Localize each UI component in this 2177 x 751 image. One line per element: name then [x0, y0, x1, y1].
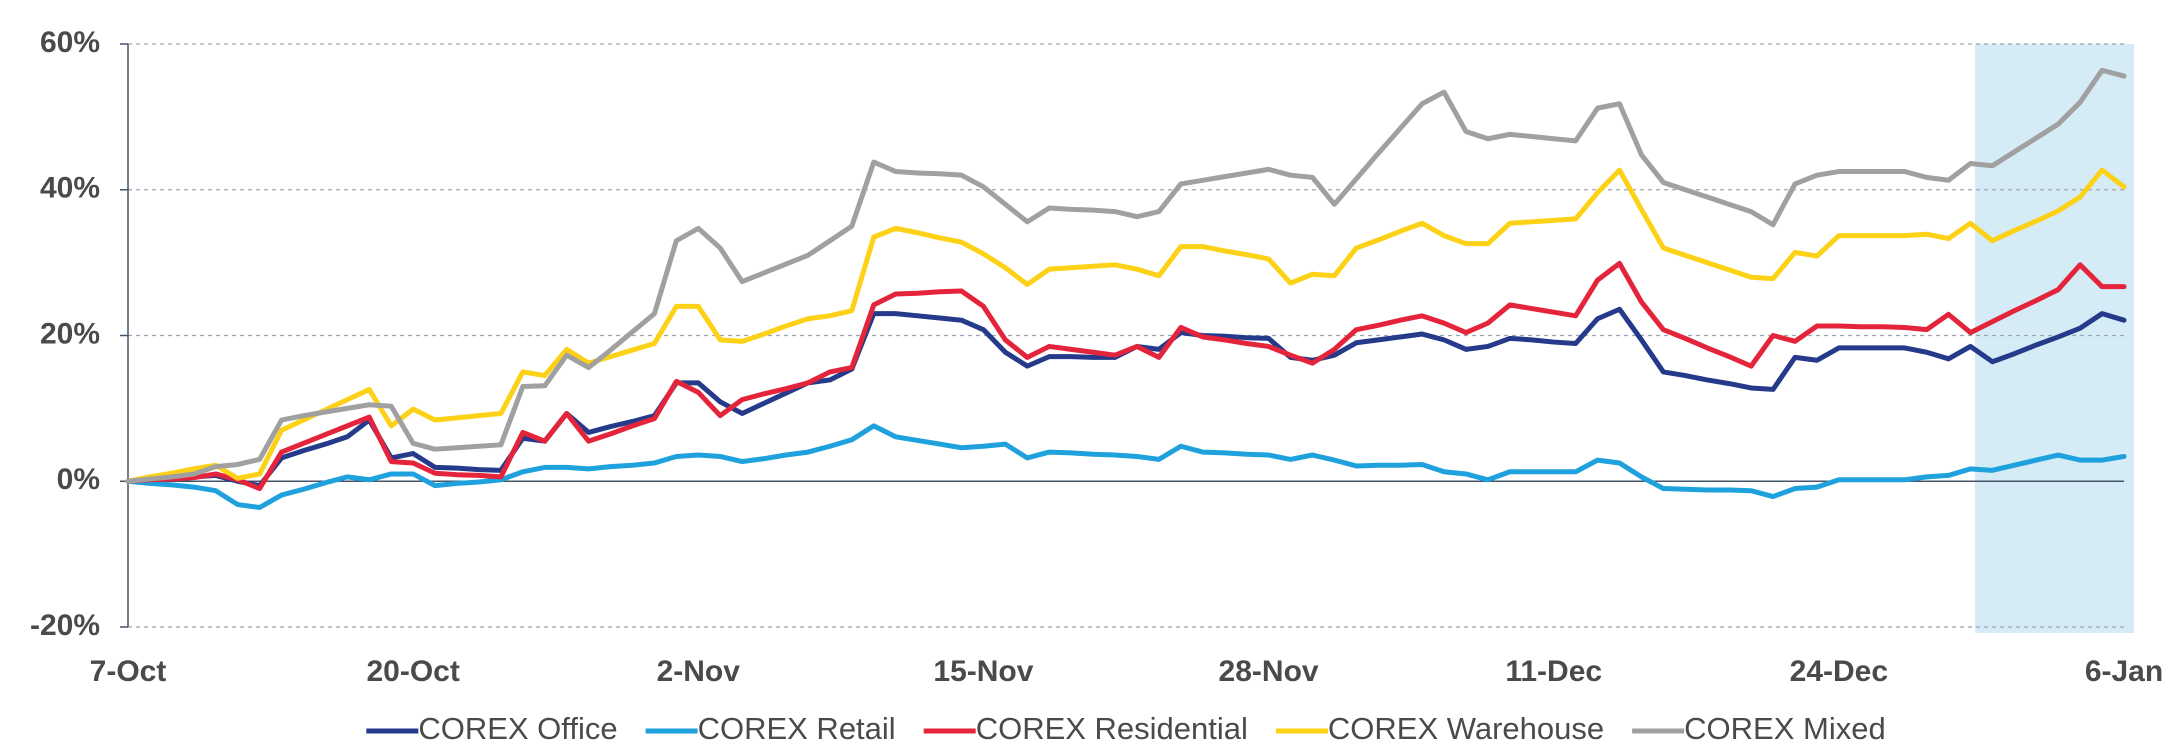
series-line [125, 260, 2127, 492]
x-tick-label: 2-Nov [657, 655, 741, 688]
series-line [125, 167, 2127, 484]
x-tick-label: 20-Oct [366, 655, 459, 688]
y-tick-label: 0% [57, 463, 100, 496]
series-line [125, 423, 2127, 510]
legend-text: COREX Office [418, 711, 617, 746]
y-tick-label: 40% [40, 172, 100, 205]
legend-text: COREX Warehouse [1328, 711, 1604, 746]
x-tick-label: 24-Dec [1790, 655, 1888, 688]
legend: COREX Office COREX Retail COREX Residentia… [366, 711, 1886, 746]
x-tick-label: 11-Dec [1505, 655, 1602, 688]
legend-text: COREX Mixed [1684, 711, 1886, 746]
series-line [125, 67, 2127, 484]
x-tick-label: 28-Nov [1219, 655, 1319, 688]
y-tick-label: 60% [40, 26, 100, 59]
legend-text: COREX Residential [976, 711, 1248, 746]
y-tick-label: -20% [30, 609, 100, 642]
x-tick-label: 7-Oct [90, 655, 167, 688]
x-tick-label: 6-Jan [2085, 655, 2163, 688]
x-tick-label: 15-Nov [933, 655, 1033, 688]
legend-text: COREX Retail [698, 711, 896, 746]
y-tick-label: 20% [40, 317, 100, 350]
